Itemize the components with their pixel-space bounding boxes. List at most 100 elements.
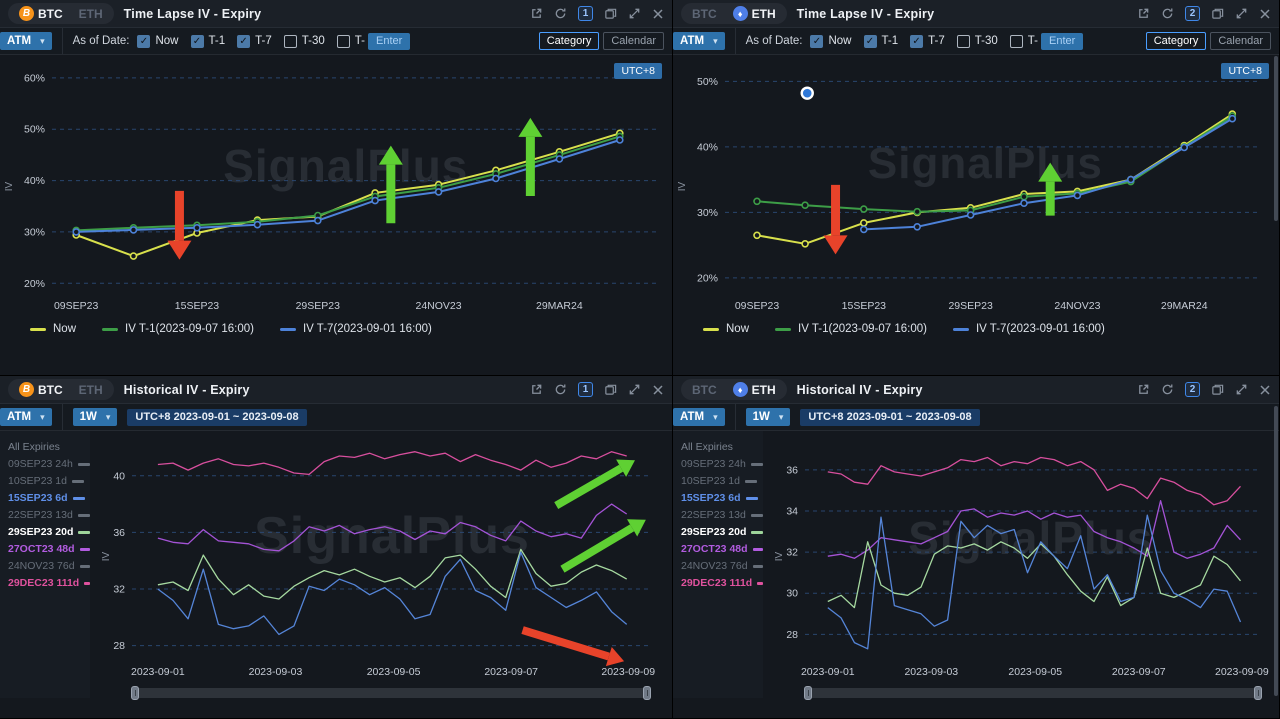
layout-badge[interactable]: 1 [578,382,593,397]
legend-item[interactable]: IV T-7(2023-09-01 16:00) [279,323,432,335]
time-range-slider[interactable] [804,686,1262,700]
refresh-icon[interactable] [1161,383,1174,396]
expiry-item[interactable]: 29SEP23 20d [681,524,763,541]
iv-chart[interactable]: 60% 50% 40% 30% 20% 09SEP23 15SEP23 29SEP23 24NO… [0,55,672,317]
share-icon[interactable] [530,7,543,20]
expiry-item[interactable]: 10SEP23 1d [8,473,90,490]
expiry-item[interactable]: 29SEP23 20d [8,524,90,541]
refresh-icon[interactable] [554,383,567,396]
expiry-item[interactable]: 27OCT23 48d [8,541,90,558]
expiry-item[interactable]: 15SEP23 6d [681,490,763,507]
atm-dropdown[interactable]: ATM ▾ [0,32,52,50]
panel-actions: 1 [530,6,664,21]
slider-handle-left[interactable] [131,686,139,700]
expiry-item[interactable]: 29DEC23 111d [8,575,90,592]
checkbox-t-30[interactable]: ✓ T-30 [283,34,325,48]
duplicate-icon[interactable] [1211,383,1224,396]
t-custom-input[interactable]: Enter [368,32,411,50]
expiry-item[interactable]: 27OCT23 48d [681,541,763,558]
period-dropdown[interactable]: 1W ▾ [745,408,791,426]
coin-eth[interactable]: ♦ETH [72,382,110,398]
legend-item[interactable]: Now [30,323,76,335]
view-calendar-button[interactable]: Calendar [1210,32,1271,50]
checkbox-t-30[interactable]: ✓ T-30 [956,34,998,48]
vertical-scrollbar[interactable] [1274,406,1278,696]
expand-icon[interactable] [1235,7,1248,20]
duplicate-icon[interactable] [604,383,617,396]
expiry-item[interactable]: 22SEP23 13d [8,507,90,524]
checkbox-now[interactable]: ✓ Now [137,34,179,48]
legend-item[interactable]: Now [703,323,749,335]
view-category-button[interactable]: Category [1145,32,1207,50]
checkbox-t-7[interactable]: ✓ T-7 [910,34,945,48]
period-dropdown[interactable]: 1W ▾ [72,408,118,426]
refresh-icon[interactable] [1161,7,1174,20]
expiry-item[interactable]: 24NOV23 76d [681,558,763,575]
expiry-label: 29DEC23 111d [8,577,80,589]
slider-handle-right[interactable] [643,686,651,700]
iv-chart[interactable]: 40 36 32 28 2023-09-01 2023-09-03 2023-09-05 20… [90,431,672,683]
atm-dropdown[interactable]: ATM ▾ [673,32,725,50]
expiry-item[interactable]: 24NOV23 76d [8,558,90,575]
close-icon[interactable] [1259,384,1271,396]
checkbox-t-1[interactable]: ✓ T-1 [190,34,225,48]
t-custom-input[interactable]: Enter [1041,32,1084,50]
legend-item[interactable]: IV T-1(2023-09-07 16:00) [775,323,927,335]
checkbox-t-7[interactable]: ✓ T-7 [237,34,272,48]
close-icon[interactable] [1259,8,1271,20]
layout-badge[interactable]: 2 [1185,6,1200,21]
expiry-item[interactable]: 15SEP23 6d [8,490,90,507]
expiry-item[interactable]: 09SEP23 24h [681,456,763,473]
layout-badge[interactable]: 2 [1185,382,1200,397]
expiry-item[interactable]: 10SEP23 1d [681,473,763,490]
expand-icon[interactable] [628,383,641,396]
expiry-item[interactable]: 22SEP23 13d [681,507,763,524]
vertical-scrollbar[interactable] [1274,56,1278,221]
duplicate-icon[interactable] [604,7,617,20]
atm-dropdown-value: ATM [680,35,705,47]
checkbox-t-1[interactable]: ✓ T-1 [863,34,898,48]
refresh-icon[interactable] [554,7,567,20]
iv-chart[interactable]: 36 34 32 30 28 2023-09-01 2023-09-03 2023-09-05… [763,431,1279,683]
expiry-item[interactable]: 29DEC23 111d [681,575,763,592]
share-icon[interactable] [530,383,543,396]
eth-icon: ♦ [732,6,748,21]
layout-badge[interactable]: 1 [578,6,593,21]
duplicate-icon[interactable] [1211,7,1224,20]
atm-dropdown[interactable]: ATM ▾ [673,408,725,426]
iv-chart[interactable]: 50% 40% 30% 20% 09SEP23 15SEP23 29SEP23 24NOV23… [673,55,1279,317]
share-icon[interactable] [1137,7,1150,20]
coin-eth-label: ETH [751,382,776,397]
coin-eth[interactable]: ♦ETH [72,6,110,22]
checkbox-now[interactable]: ✓ Now [810,34,852,48]
expiry-item[interactable]: All Expiries [8,439,90,456]
coin-eth[interactable]: ♦ETH [726,5,783,22]
time-range-slider[interactable] [131,686,651,700]
close-icon[interactable] [652,384,664,396]
legend-item[interactable]: IV T-7(2023-09-01 16:00) [952,323,1105,335]
svg-text:2023-09-09: 2023-09-09 [601,666,655,678]
view-calendar-button[interactable]: Calendar [603,32,664,50]
slider-handle-right[interactable] [1254,686,1262,700]
expand-icon[interactable] [1235,383,1248,396]
coin-eth[interactable]: ♦ETH [726,381,783,398]
slider-handle-left[interactable] [804,686,812,700]
atm-dropdown[interactable]: ATM ▾ [0,408,52,426]
close-icon[interactable] [652,8,664,20]
checkbox-t-[interactable]: ✓ T- [336,34,365,48]
legend-item[interactable]: IV T-1(2023-09-07 16:00) [102,323,254,335]
expand-icon[interactable] [628,7,641,20]
view-category-button[interactable]: Category [538,32,600,50]
expiry-item[interactable]: 09SEP23 24h [8,456,90,473]
share-icon[interactable] [1137,383,1150,396]
expiry-item[interactable]: All Expiries [681,439,763,456]
checkbox-t-[interactable]: ✓ T- [1009,34,1038,48]
